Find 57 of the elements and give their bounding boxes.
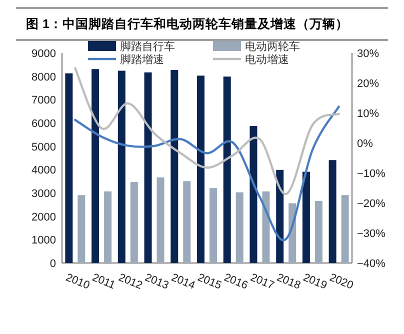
y-tick-label: 7000	[32, 94, 56, 107]
y-tick-label: 1000	[32, 234, 56, 247]
x-tick-label: 2017	[248, 272, 276, 292]
line-series	[74, 67, 340, 196]
y2-tick-label: −30%	[357, 228, 386, 240]
y2-tick-label: −20%	[357, 198, 386, 210]
x-tick-label: 2018	[274, 272, 302, 292]
bar	[144, 72, 152, 263]
bar	[183, 181, 191, 263]
y-tick-label: 0	[50, 258, 56, 270]
y2-tick-label: 30%	[357, 48, 380, 60]
x-tick-label: 2014	[170, 272, 197, 292]
bar	[210, 188, 217, 263]
bar	[118, 70, 126, 263]
bar	[262, 191, 270, 263]
legend-label: 脚踏自行车	[120, 40, 175, 53]
bar	[314, 200, 322, 263]
x-tick-label: 2012	[116, 272, 144, 292]
chart-title: 图 1：中国脚踏自行车和电动两轮车销量及增速（万辆）	[26, 16, 348, 31]
legend-label: 电动增速	[245, 53, 289, 66]
bar	[65, 73, 73, 263]
y-tick-label: 6000	[32, 118, 56, 130]
x-tick-label: 2019	[301, 272, 329, 292]
y2-tick-label: −10%	[357, 168, 386, 180]
bar	[236, 192, 244, 263]
legend-label: 脚踏增速	[120, 53, 164, 66]
bar	[78, 195, 86, 263]
x-tick-label: 2013	[143, 272, 170, 292]
line-series	[74, 106, 340, 241]
y-tick-label: 4000	[32, 164, 56, 177]
x-tick-label: 2010	[64, 272, 92, 292]
bar	[223, 76, 231, 263]
bar	[197, 76, 204, 263]
y-tick-label: 8000	[32, 71, 56, 84]
x-tick-label: 2011	[90, 272, 117, 292]
y2-tick-label: −40%	[357, 258, 386, 270]
y2-tick-label: 0%	[357, 138, 374, 150]
y-tick-label: 2000	[32, 211, 56, 224]
y2-tick-label: 10%	[357, 108, 380, 120]
bar	[104, 191, 112, 263]
bar	[302, 172, 310, 263]
y2-tick-label: 20%	[357, 78, 380, 90]
y-tick-label: 9000	[32, 48, 56, 60]
bar	[92, 69, 100, 263]
y-tick-label: 5000	[32, 141, 56, 154]
bar	[156, 177, 164, 263]
bar	[276, 170, 284, 263]
bar	[250, 126, 258, 263]
x-tick-label: 2016	[222, 272, 250, 292]
bar	[170, 70, 178, 263]
x-tick-label: 2020	[328, 272, 355, 292]
y-tick-label: 3000	[32, 188, 56, 200]
bar	[328, 160, 336, 263]
legend-label: 电动两轮车	[245, 40, 300, 53]
x-tick-label: 2015	[196, 272, 224, 292]
bar	[130, 182, 138, 263]
bar	[341, 195, 349, 263]
